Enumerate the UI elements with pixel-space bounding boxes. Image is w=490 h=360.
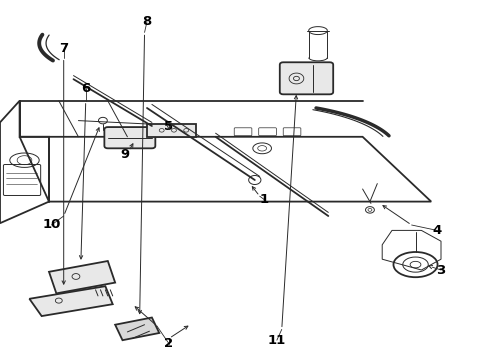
Text: 1: 1 bbox=[260, 193, 269, 206]
Text: 6: 6 bbox=[81, 82, 90, 95]
Text: 4: 4 bbox=[433, 224, 441, 237]
Polygon shape bbox=[49, 261, 115, 293]
Polygon shape bbox=[29, 286, 113, 316]
Text: 5: 5 bbox=[165, 120, 173, 132]
Text: 7: 7 bbox=[59, 42, 68, 55]
Text: 3: 3 bbox=[437, 264, 445, 276]
Text: 10: 10 bbox=[42, 219, 61, 231]
Text: 8: 8 bbox=[143, 15, 151, 28]
Text: 9: 9 bbox=[121, 148, 129, 161]
Text: 2: 2 bbox=[165, 337, 173, 350]
Bar bbox=[147, 124, 196, 137]
Polygon shape bbox=[115, 318, 159, 340]
Text: 11: 11 bbox=[268, 334, 286, 347]
FancyBboxPatch shape bbox=[104, 127, 155, 148]
FancyBboxPatch shape bbox=[280, 62, 333, 94]
